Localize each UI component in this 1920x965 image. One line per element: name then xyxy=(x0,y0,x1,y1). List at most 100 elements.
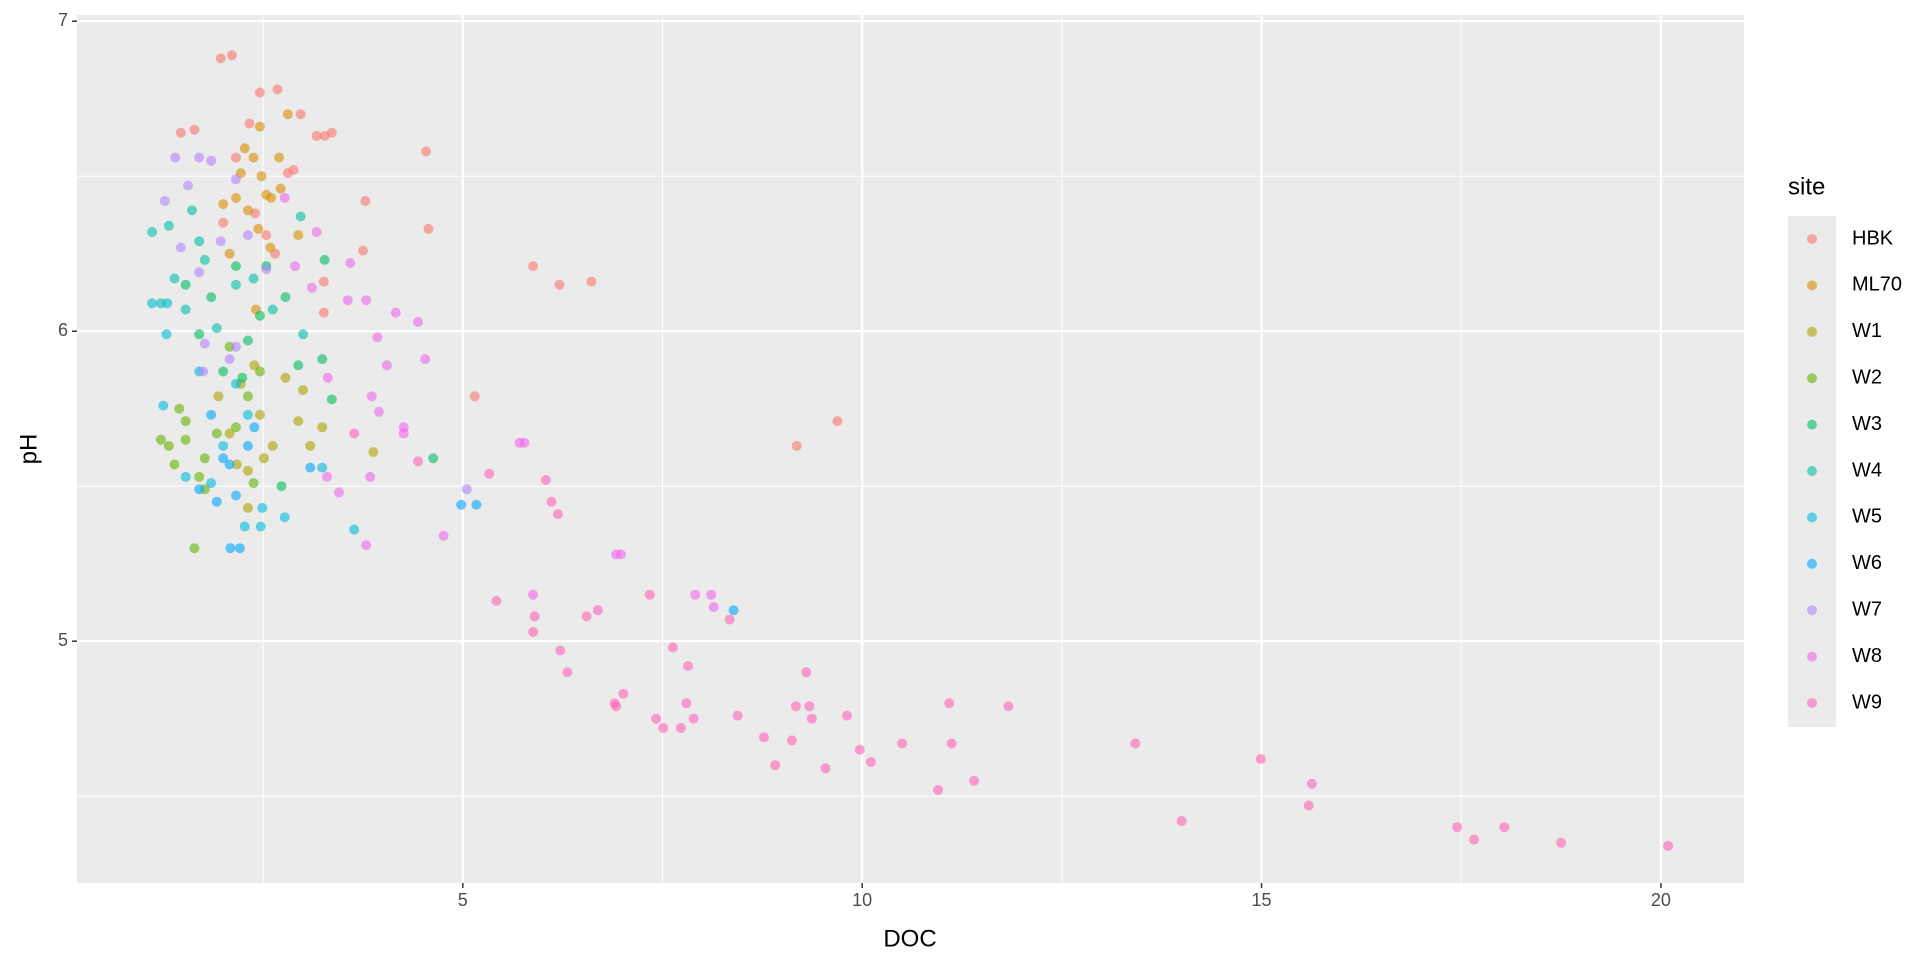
legend-key xyxy=(1807,280,1817,291)
legend-label: W1 xyxy=(1852,320,1882,342)
legend-key xyxy=(1807,466,1817,476)
point xyxy=(254,121,265,132)
point xyxy=(317,462,328,473)
point xyxy=(254,409,265,420)
point xyxy=(706,589,717,600)
point xyxy=(161,329,172,340)
legend-key xyxy=(1807,512,1817,523)
point xyxy=(218,366,229,377)
point xyxy=(239,143,250,154)
point xyxy=(231,459,242,470)
legend-label: W7 xyxy=(1852,598,1882,620)
point xyxy=(1469,834,1480,845)
point xyxy=(288,165,299,175)
point xyxy=(230,174,241,185)
point xyxy=(311,130,322,141)
point xyxy=(194,471,205,482)
point xyxy=(194,484,205,495)
point xyxy=(484,468,495,479)
point xyxy=(198,366,209,377)
legend-key xyxy=(1807,605,1817,616)
point xyxy=(213,391,224,402)
point xyxy=(199,453,210,464)
point xyxy=(230,279,241,290)
point xyxy=(555,645,566,656)
point xyxy=(155,434,166,445)
point xyxy=(230,341,241,352)
y-tick-label: 7 xyxy=(58,10,68,30)
point xyxy=(169,273,180,284)
point xyxy=(322,471,333,482)
point xyxy=(345,258,356,268)
point xyxy=(180,279,191,290)
point xyxy=(791,440,802,451)
legend-label: W4 xyxy=(1852,459,1882,481)
point xyxy=(461,484,472,495)
point xyxy=(230,192,241,203)
point xyxy=(969,775,980,786)
point xyxy=(206,478,217,489)
point xyxy=(248,152,259,163)
point xyxy=(865,757,876,768)
legend-key xyxy=(1807,419,1817,430)
point xyxy=(586,276,597,287)
point xyxy=(194,329,205,340)
point xyxy=(261,264,272,275)
point xyxy=(256,171,267,182)
legend-label: HBK xyxy=(1852,227,1894,249)
point xyxy=(295,109,306,120)
point xyxy=(261,230,272,241)
point xyxy=(528,626,539,637)
point xyxy=(215,53,226,64)
point xyxy=(163,440,174,451)
point xyxy=(841,710,852,721)
point xyxy=(1003,701,1014,712)
point xyxy=(611,549,622,560)
legend-key xyxy=(1807,234,1817,244)
point xyxy=(218,440,229,451)
point xyxy=(318,276,329,287)
legend-key xyxy=(1807,651,1817,662)
point xyxy=(854,744,865,755)
point xyxy=(170,152,181,163)
point xyxy=(267,304,278,315)
point xyxy=(562,667,573,678)
point xyxy=(218,199,229,210)
point xyxy=(225,543,236,554)
point xyxy=(311,227,322,237)
point xyxy=(282,109,293,120)
y-axis-title: pH xyxy=(15,434,42,465)
x-tick-label: 20 xyxy=(1651,890,1671,910)
point xyxy=(786,735,797,746)
point xyxy=(194,236,205,247)
point xyxy=(667,642,678,653)
point xyxy=(267,440,278,451)
point xyxy=(790,701,801,712)
point xyxy=(471,499,482,510)
point xyxy=(244,118,255,129)
point xyxy=(349,428,360,439)
point xyxy=(1176,816,1187,826)
point xyxy=(224,354,235,365)
point xyxy=(158,400,169,411)
point xyxy=(174,403,185,414)
point xyxy=(242,205,253,216)
point xyxy=(163,220,174,231)
point xyxy=(1255,754,1266,764)
x-tick-label: 5 xyxy=(458,890,468,910)
point xyxy=(199,254,210,265)
y-tick-label: 6 xyxy=(58,320,68,340)
legend-label: W3 xyxy=(1852,413,1882,435)
point xyxy=(242,409,253,420)
grid xyxy=(77,15,1744,883)
point xyxy=(254,366,265,377)
point xyxy=(357,245,368,256)
point xyxy=(456,499,467,510)
point xyxy=(306,282,317,293)
point xyxy=(218,217,229,228)
point xyxy=(326,394,337,405)
point xyxy=(1303,800,1314,811)
point xyxy=(421,146,432,157)
point xyxy=(180,434,191,445)
